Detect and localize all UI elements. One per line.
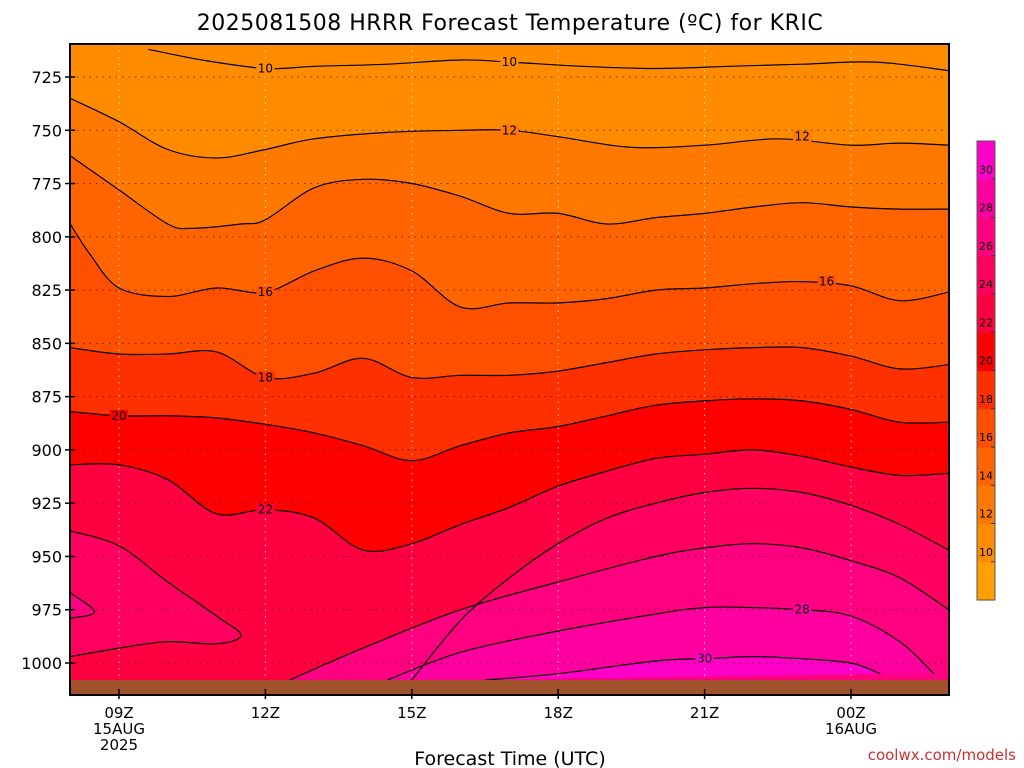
contour-label-bg-22-0: [256, 503, 275, 516]
chart-title: 2025081508 HRRR Forecast Temperature (ºC…: [197, 11, 824, 36]
contour-label-bg-10-0: [256, 62, 275, 75]
y-tick-label-825: 825: [31, 281, 62, 300]
colorbar-label-18: 18: [979, 393, 993, 406]
contour-line-20-5: [70, 398, 949, 462]
contour-label-bg-30-0: [695, 652, 714, 665]
colorbar-label-20: 20: [979, 355, 993, 368]
credit-text: coolwx.com/models: [868, 746, 1016, 764]
y-tick-label-925: 925: [31, 494, 62, 513]
y-tick-label-850: 850: [31, 334, 62, 353]
contour-label-10-1: 10: [502, 55, 517, 69]
x-tick-label-18-0: 18Z: [544, 704, 573, 722]
colorbar-swatch-22: [977, 294, 995, 333]
contour-label-28-0: 28: [795, 603, 810, 617]
y-tick-label-975: 975: [31, 601, 62, 620]
contour-label-bg-12-0: [500, 124, 519, 137]
colorbar-label-14: 14: [979, 469, 993, 482]
colorbar-swatch-24: [977, 255, 995, 295]
y-tick-label-1000: 1000: [21, 654, 62, 673]
contour-label-bg-20-0: [109, 409, 129, 422]
contour-line-26-10: [289, 543, 949, 681]
plot-area: 10 10 12 12 16 16 18 20 22 28 30: [70, 44, 949, 695]
contour-line-18-4: [70, 346, 949, 380]
y-axis: 725 750 775 800 825 850 875 900 925 950 975 1000: [21, 68, 75, 673]
colorbar-swatch-16: [977, 408, 995, 448]
y-tick-label-875: 875: [31, 388, 62, 407]
colorbar: 10 12 14 16 18 20 22 24 26 28 30: [976, 140, 996, 601]
colorbar-label-16: 16: [979, 431, 993, 444]
colorbar-label-28: 28: [979, 202, 993, 215]
contour-label-18-0: 18: [258, 370, 273, 384]
contour-line-30-12: [484, 655, 881, 681]
contour-line-24-7: [70, 530, 242, 658]
colorbar-swatch-28: [977, 179, 995, 219]
contour-lines: 10 10 12 12 16 16 18 20 22 28 30: [70, 48, 949, 681]
contour-line-22-6: [70, 449, 949, 553]
colorbar-label-24: 24: [979, 278, 993, 291]
contour-label-12-1: 12: [795, 130, 810, 144]
colorbar-label-10: 10: [979, 546, 993, 559]
gridlines: [70, 44, 949, 695]
contour-label-bg-18-0: [256, 371, 275, 384]
contour-label-22-0: 22: [258, 503, 273, 517]
y-tick-label-775: 775: [31, 175, 62, 194]
colorbar-swatch-10: [977, 523, 995, 563]
contour-label-10-0: 10: [258, 61, 273, 75]
band-above-26-9: [70, 592, 95, 619]
x-tick-label-9-1: 15AUG: [93, 720, 145, 738]
contour-label-12-0: 12: [502, 123, 517, 137]
contour-label-bg-12-1: [793, 130, 812, 143]
colorbar-swatch-18: [977, 370, 995, 410]
colorbar-swatch-30: [977, 141, 995, 180]
y-tick-label-950: 950: [31, 547, 62, 566]
contour-line-24-8: [411, 487, 949, 681]
y-tick-label-750: 750: [31, 121, 62, 140]
contour-label-bg-10-1: [500, 56, 519, 69]
contour-label-20-0: 20: [111, 409, 126, 423]
colorbar-swatch-20: [977, 332, 995, 372]
contour-line-16-3: [70, 223, 949, 310]
x-tick-label-9-0: 09Z: [104, 704, 133, 722]
band-above-24-7: [70, 530, 241, 657]
contour-line-12-1: [70, 97, 949, 159]
y-tick-label-900: 900: [31, 441, 62, 460]
colorbar-swatch-8: [977, 561, 995, 601]
colorbar-swatch-14: [977, 447, 995, 486]
contour-label-16-1: 16: [819, 275, 834, 289]
surface-ground: [70, 680, 949, 695]
colorbar-swatch-12: [977, 485, 995, 525]
colorbar-label-26: 26: [979, 240, 993, 253]
contour-line-28-11: [387, 606, 935, 681]
x-tick-label-24-1: 16AUG: [825, 720, 877, 738]
contour-label-bg-28-0: [793, 603, 812, 616]
x-tick-label-12-0: 12Z: [251, 704, 280, 722]
colorbar-label-12: 12: [979, 508, 993, 521]
temperature-bands: [70, 44, 949, 695]
contour-label-bg-16-1: [817, 275, 836, 288]
y-tick-label-725: 725: [31, 68, 62, 87]
plot-frame: [69, 43, 950, 696]
colorbar-label-30: 30: [979, 163, 993, 176]
x-tick-label-15-0: 15Z: [397, 704, 426, 722]
contour-label-bg-16-0: [256, 286, 275, 299]
y-tick-label-800: 800: [31, 228, 62, 247]
contour-line-26-9: [70, 592, 96, 619]
x-tick-label-9-2: 2025: [100, 736, 138, 754]
colorbar-label-22: 22: [979, 316, 993, 329]
x-tick-label-24-0: 00Z: [836, 704, 865, 722]
x-axis-label: Forecast Time (UTC): [414, 748, 605, 768]
band-above-30-12: [485, 656, 881, 680]
contour-label-16-0: 16: [258, 285, 273, 299]
colorbar-swatch-26: [977, 217, 995, 257]
contour-line-14-2: [70, 155, 949, 230]
contour-label-30-0: 30: [697, 652, 712, 666]
x-tick-label-21-0: 21Z: [690, 704, 719, 722]
